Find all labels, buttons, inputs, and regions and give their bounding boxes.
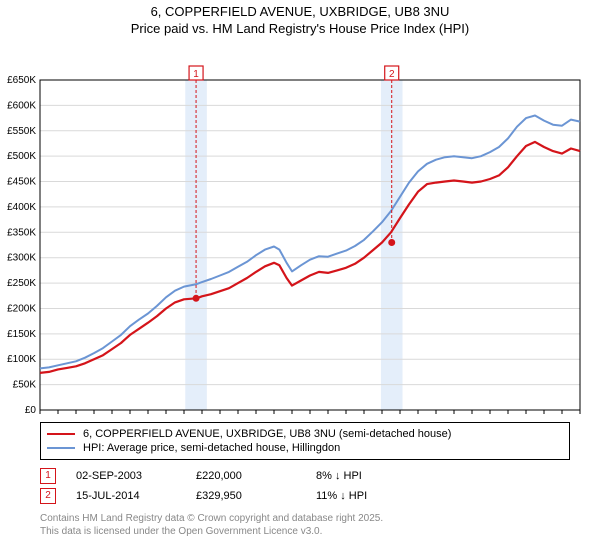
sale-date: 15-JUL-2014 [76,490,176,502]
y-tick-label: £450K [7,176,36,187]
title-line1: 6, COPPERFIELD AVENUE, UXBRIDGE, UB8 3NU [151,4,450,19]
footer-line2: This data is licensed under the Open Gov… [40,526,322,537]
chart-svg: £0 £50K £100K £150K £200K £250K £300K £350K £400… [0,38,600,418]
y-tick-label: £50K [13,379,37,390]
y-tick-label: £350K [7,227,36,238]
legend-row: 6, COPPERFIELD AVENUE, UXBRIDGE, UB8 3NU… [47,427,563,441]
y-tick-label: £400K [7,202,36,213]
y-tick-label: £650K [7,75,36,86]
legend-swatch [47,433,75,435]
y-tick-label: £0 [25,405,37,416]
sale-marker-num: 2 [389,69,395,80]
plot-border [40,80,580,410]
sale-delta: 8% ↓ HPI [316,470,362,482]
y-tick-label: £250K [7,278,36,289]
y-tick-label: £500K [7,151,36,162]
footer-line1: Contains HM Land Registry data © Crown c… [40,513,383,524]
y-tick-label: £200K [7,303,36,314]
sale-date: 02-SEP-2003 [76,470,176,482]
legend-row: HPI: Average price, semi-detached house,… [47,441,563,455]
sale-row: 1 02-SEP-2003 £220,000 8% ↓ HPI [40,466,570,486]
sale-marker-icon: 1 [40,468,56,484]
sale-delta: 11% ↓ HPI [316,490,367,502]
y-tick-label: £300K [7,252,36,263]
sale-price: £329,950 [196,490,296,502]
legend-swatch [47,447,75,449]
sale-row: 2 15-JUL-2014 £329,950 11% ↓ HPI [40,486,570,506]
legend-box: 6, COPPERFIELD AVENUE, UXBRIDGE, UB8 3NU… [40,422,570,460]
sale-price: £220,000 [196,470,296,482]
sale-marker-icon: 2 [40,488,56,504]
chart-title: 6, COPPERFIELD AVENUE, UXBRIDGE, UB8 3NU… [0,0,600,38]
footer-attribution: Contains HM Land Registry data © Crown c… [40,512,570,538]
sales-table: 1 02-SEP-2003 £220,000 8% ↓ HPI 2 15-JUL-2014… [40,466,570,506]
y-tick-label: £150K [7,329,36,340]
series-hpi [40,115,580,368]
y-tick-label: £600K [7,100,36,111]
chart-container: { "title_line1": "6, COPPERFIELD AVENUE,… [0,0,600,560]
y-tick-label: £100K [7,354,36,365]
legend-label: 6, COPPERFIELD AVENUE, UXBRIDGE, UB8 3NU… [83,428,451,440]
legend-label: HPI: Average price, semi-detached house,… [83,442,340,454]
y-tick-label: £550K [7,126,36,137]
title-line2: Price paid vs. HM Land Registry's House … [131,21,469,36]
sale-marker-num: 1 [193,69,199,80]
